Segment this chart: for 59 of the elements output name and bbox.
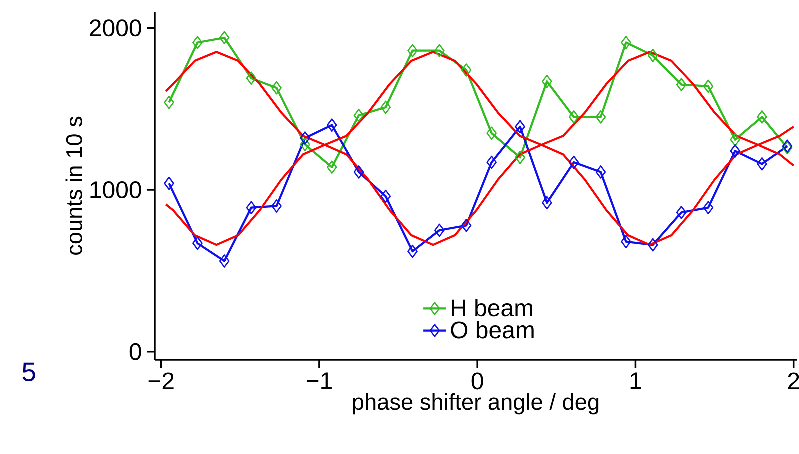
point bbox=[434, 44, 445, 58]
point bbox=[434, 224, 445, 238]
point bbox=[596, 110, 606, 124]
point bbox=[621, 36, 632, 50]
point bbox=[272, 81, 282, 95]
point bbox=[192, 236, 203, 250]
x-tick-label: −1 bbox=[306, 372, 332, 390]
x-axis-title: phase shifter angle / deg bbox=[353, 394, 599, 415]
point bbox=[596, 166, 606, 179]
point bbox=[380, 100, 392, 114]
point bbox=[621, 235, 632, 249]
point bbox=[354, 108, 364, 122]
point bbox=[300, 138, 310, 152]
point bbox=[326, 160, 338, 174]
point bbox=[219, 31, 230, 45]
point bbox=[461, 218, 472, 232]
x-tick-label: 1 bbox=[630, 372, 642, 390]
point bbox=[354, 166, 364, 179]
y-tick-label: 1000 bbox=[90, 182, 142, 199]
point bbox=[676, 206, 687, 220]
point bbox=[542, 196, 552, 210]
point bbox=[730, 133, 741, 147]
y-tick-label: 0 bbox=[130, 343, 142, 360]
point bbox=[164, 176, 174, 190]
point bbox=[164, 96, 174, 110]
point bbox=[246, 201, 257, 215]
point bbox=[648, 49, 658, 62]
point bbox=[568, 110, 580, 124]
point bbox=[326, 118, 338, 132]
point bbox=[542, 74, 552, 88]
point bbox=[648, 238, 658, 252]
legend-label: H beam bbox=[452, 299, 532, 317]
x-tick-label: 2 bbox=[788, 372, 799, 390]
y-tick-label: 2000 bbox=[90, 20, 142, 37]
point bbox=[486, 156, 497, 170]
point bbox=[515, 151, 526, 164]
legend-label: O beam bbox=[451, 321, 534, 339]
y-axis-title: counts in 10 s bbox=[66, 116, 82, 255]
point bbox=[730, 144, 741, 158]
point bbox=[272, 200, 282, 213]
point bbox=[703, 201, 714, 215]
point bbox=[757, 157, 768, 171]
point bbox=[300, 132, 310, 145]
point bbox=[380, 190, 392, 204]
point bbox=[486, 126, 497, 140]
point bbox=[515, 120, 526, 134]
point bbox=[461, 64, 472, 77]
point bbox=[568, 156, 580, 170]
x-tick-label: 0 bbox=[472, 372, 484, 390]
point bbox=[703, 80, 714, 94]
point bbox=[246, 72, 257, 86]
point bbox=[408, 44, 418, 58]
point bbox=[676, 78, 687, 92]
point bbox=[192, 36, 203, 50]
point bbox=[219, 254, 230, 268]
point bbox=[408, 244, 418, 258]
text: 5 bbox=[22, 362, 36, 382]
x-tick-label: −2 bbox=[148, 372, 174, 390]
point bbox=[757, 110, 768, 124]
